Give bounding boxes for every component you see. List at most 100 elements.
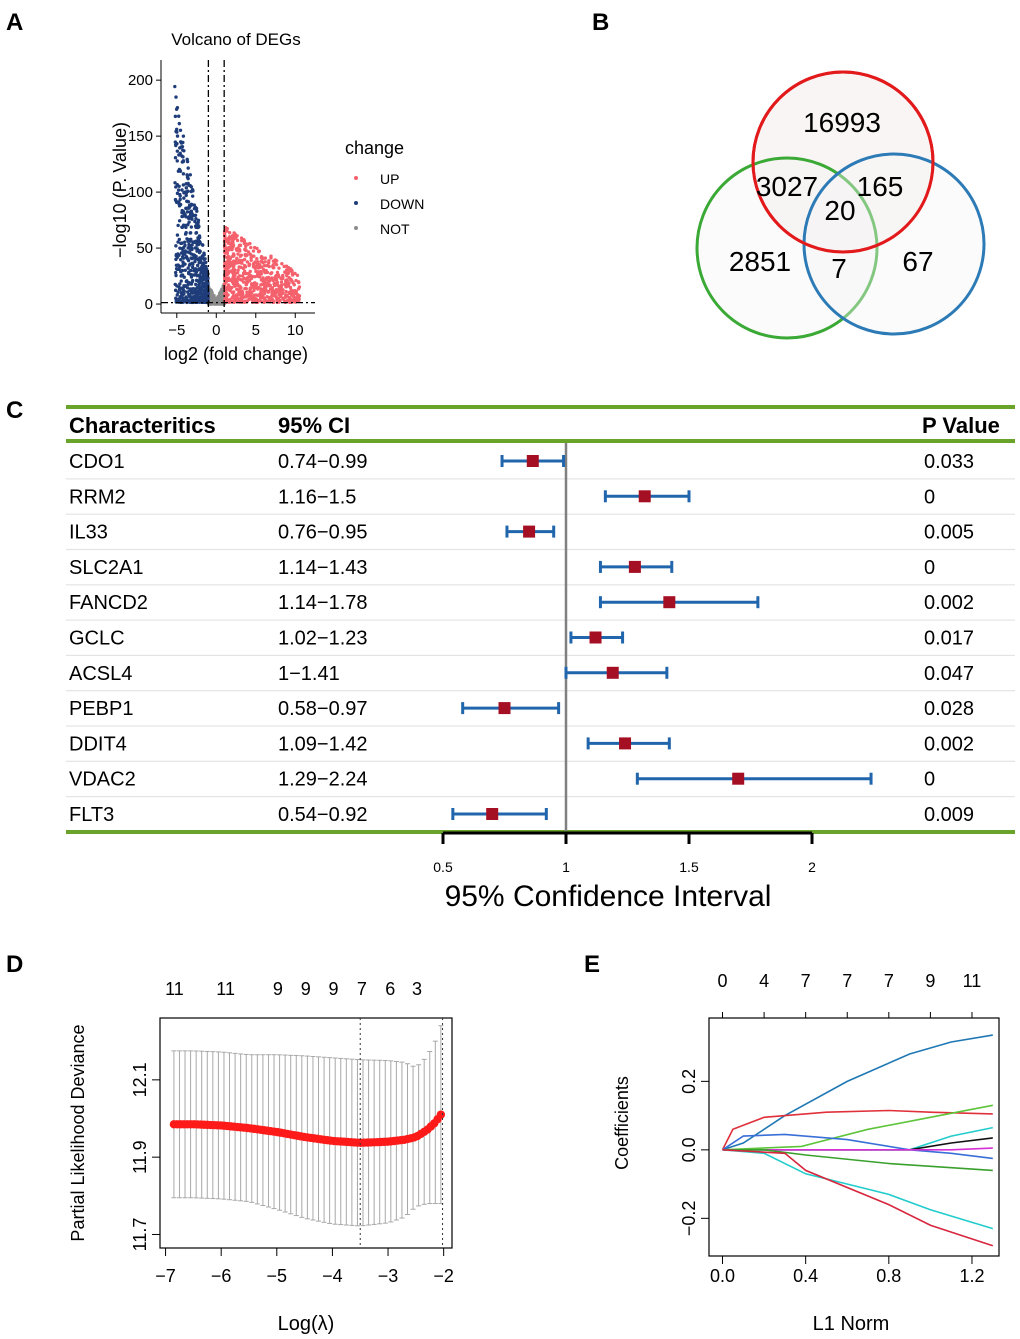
volcano-point-up: [229, 244, 233, 248]
volcano-point-up: [267, 264, 271, 269]
volcano-point-down: [186, 282, 190, 287]
volcano-point-up: [237, 258, 242, 263]
volcano-point-down: [176, 263, 180, 267]
volcano-point-up: [229, 247, 233, 251]
volcano-point-down: [191, 286, 196, 291]
volcano-point-down: [189, 282, 194, 286]
volcano-point-up: [232, 259, 236, 263]
volcano-point-down: [180, 154, 184, 158]
volcano-y-tick-label: 50: [136, 240, 153, 257]
forest-row-p: 0.033: [924, 451, 974, 473]
volcano-point-up: [289, 291, 293, 295]
volcano-point-up: [250, 283, 254, 287]
volcano-point-down: [187, 300, 192, 304]
forest-row-ci: 0.54−0.92: [278, 804, 368, 826]
forest-row-name: RRM2: [69, 486, 126, 508]
volcano-point-down: [197, 273, 202, 277]
volcano-point-up: [243, 252, 248, 257]
volcano-point-down: [180, 188, 184, 192]
volcano-point-up: [232, 295, 237, 299]
volcano-point-down: [177, 121, 182, 126]
volcano-point-up: [238, 277, 243, 282]
volcano-point-up: [280, 262, 284, 266]
volcano-point-down: [177, 297, 181, 302]
path-series-cyan_down: [722, 1149, 994, 1230]
volcano-point-up: [274, 287, 279, 292]
volcano-point-down: [179, 274, 183, 278]
volcano-point-up: [254, 293, 258, 297]
volcano-point-down: [190, 187, 195, 192]
volcano-point-down: [189, 237, 193, 242]
volcano-point-up: [284, 264, 289, 268]
volcano-point-up: [252, 254, 256, 258]
lasso-cv-plot: −7 −6 −5 −4 −3 −211.711.912.111 11 9 9 9 7 6 3 Log(λ…: [68, 979, 454, 1335]
volcano-point-down: [173, 140, 178, 144]
volcano-point-up: [275, 281, 280, 285]
volcano-point-up: [222, 277, 227, 281]
cv-xlabel: Log(λ): [278, 1313, 335, 1335]
volcano-point-down: [176, 240, 180, 244]
cv-ylabel: Partial Likelihood Deviance: [68, 1024, 88, 1241]
volcano-point-up: [228, 241, 232, 246]
volcano-y-tick-label: 150: [128, 128, 153, 145]
volcano-point-down: [204, 294, 209, 298]
volcano-point-up: [232, 268, 237, 272]
volcano-point-up: [228, 260, 232, 264]
volcano-point-up: [227, 284, 231, 289]
volcano-point-up: [289, 268, 294, 272]
cv-frame: [159, 1017, 453, 1249]
volcano-point-up: [233, 281, 237, 285]
forest-row-separator: [66, 584, 1015, 586]
forest-row-ci: 0.74−0.99: [278, 451, 368, 473]
forest-row-name: IL33: [69, 522, 108, 544]
volcano-point-up: [262, 264, 267, 268]
volcano-point-down: [178, 128, 183, 132]
volcano-point-up: [257, 249, 262, 253]
forest-estimate-square: [486, 808, 499, 820]
volcano-point-up: [294, 278, 298, 283]
volcano-point-up: [248, 291, 252, 295]
volcano-point-down: [178, 151, 182, 156]
volcano-point-down: [197, 250, 202, 255]
volcano-point-down: [180, 208, 184, 213]
volcano-point-up: [258, 269, 263, 274]
volcano-point-down: [197, 285, 201, 289]
forest-row-p: 0.009: [924, 804, 974, 826]
volcano-point-up: [259, 256, 264, 260]
volcano-point-up: [285, 274, 289, 278]
forest-header-ci: 95% CI: [278, 413, 350, 438]
forest-row-ci: 1.09−1.42: [278, 733, 368, 755]
volcano-point-down: [181, 223, 186, 227]
volcano-point-up: [258, 275, 262, 279]
volcano-point-up: [227, 265, 231, 269]
volcano-point-up: [231, 254, 235, 258]
volcano-point-up: [232, 274, 236, 279]
volcano-point-down: [194, 282, 198, 287]
volcano-point-up: [249, 294, 253, 298]
volcano-point-up: [273, 283, 277, 288]
volcano-point-down: [187, 271, 191, 276]
volcano-point-down: [200, 267, 204, 271]
volcano-point-down: [193, 219, 197, 224]
forest-row-name: PEBP1: [69, 698, 133, 720]
forest-estimate-square: [523, 525, 536, 538]
forest-row-separator: [66, 690, 1015, 692]
volcano-point-down: [181, 172, 186, 176]
path-x-tick-label: 0.0: [710, 1266, 735, 1286]
volcano-point-up: [241, 295, 245, 299]
volcano-y-tick-label: 200: [128, 72, 153, 89]
volcano-point-down: [195, 243, 199, 247]
cv-x-tick-label: −4: [322, 1266, 343, 1286]
volcano-xlabel: log2 (fold change): [164, 344, 308, 364]
path-top-label: 9: [925, 971, 935, 991]
volcano-point-up: [285, 282, 289, 287]
volcano-point-up: [236, 275, 240, 280]
volcano-point-up: [292, 295, 296, 299]
cv-top-label: 9: [301, 979, 311, 999]
volcano-point-down: [186, 246, 190, 250]
forest-row-separator: [66, 478, 1015, 480]
path-y-tick-label: −0.2: [679, 1201, 699, 1237]
volcano-point-down: [184, 193, 188, 198]
cv-top-label: 9: [329, 979, 339, 999]
